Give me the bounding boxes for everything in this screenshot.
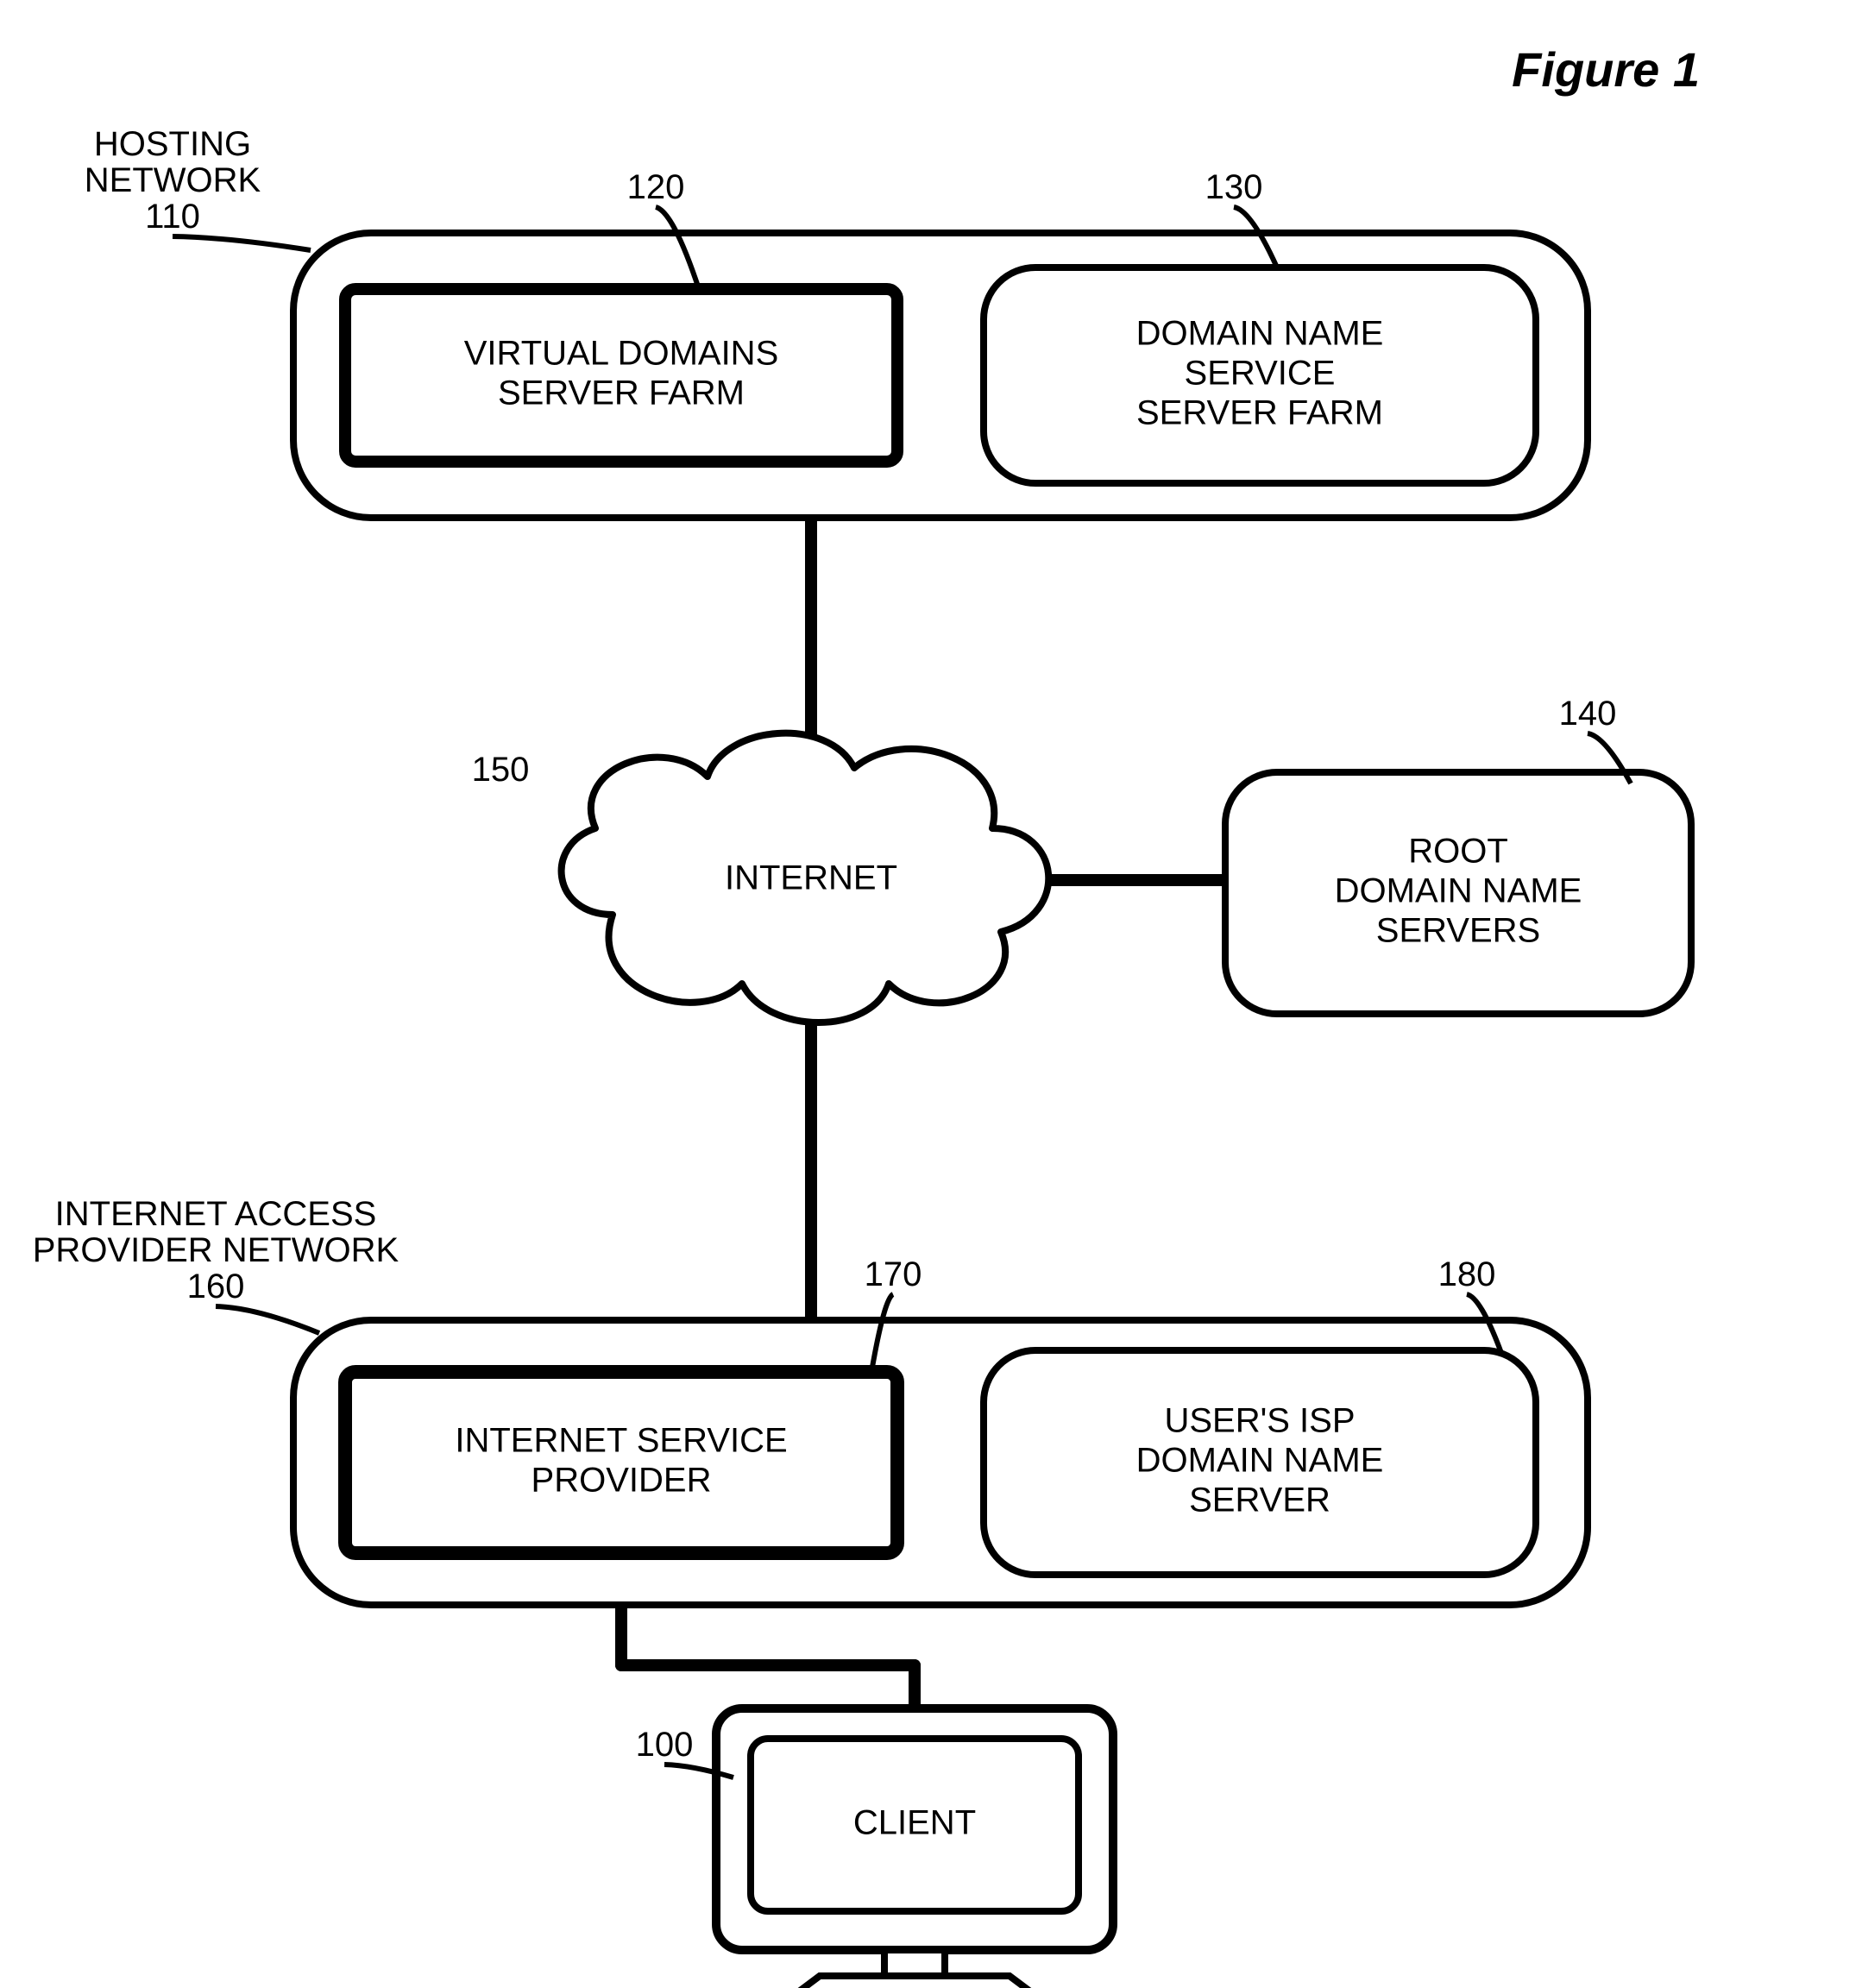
svg-text:SERVERS: SERVERS xyxy=(1376,912,1540,950)
svg-text:DOMAIN NAME: DOMAIN NAME xyxy=(1136,1442,1384,1480)
svg-text:110: 110 xyxy=(145,198,200,236)
svg-text:130: 130 xyxy=(1205,168,1263,206)
svg-text:ROOT: ROOT xyxy=(1408,833,1508,871)
dns-farm-node: DOMAIN NAMESERVICESERVER FARM xyxy=(984,267,1536,483)
ref-label: 130 xyxy=(1205,168,1263,206)
figure-title: Figure 1 xyxy=(1512,42,1700,97)
svg-text:INTERNET ACCESS: INTERNET ACCESS xyxy=(55,1195,377,1233)
svg-text:170: 170 xyxy=(865,1255,922,1293)
svg-text:140: 140 xyxy=(1559,695,1617,733)
ref-label: 120 xyxy=(627,168,685,206)
virtual-domains-node: VIRTUAL DOMAINSSERVER FARM xyxy=(345,289,897,462)
root-dns-node: ROOTDOMAIN NAMESERVERS xyxy=(1225,772,1691,1014)
ref-label: HOSTINGNETWORK110 xyxy=(85,125,261,236)
client-node: CLIENT xyxy=(716,1708,1113,1988)
ref-label: 100 xyxy=(636,1726,694,1764)
svg-text:SERVER FARM: SERVER FARM xyxy=(498,374,745,412)
svg-text:CLIENT: CLIENT xyxy=(853,1804,976,1842)
svg-text:INTERNET: INTERNET xyxy=(725,859,897,897)
svg-text:HOSTING: HOSTING xyxy=(94,125,251,163)
svg-text:NETWORK: NETWORK xyxy=(85,161,261,199)
ref-label: 140 xyxy=(1559,695,1617,733)
ref-label: 150 xyxy=(472,751,530,789)
internet-cloud-node: INTERNET xyxy=(562,733,1049,1022)
svg-text:160: 160 xyxy=(187,1268,245,1305)
svg-text:INTERNET SERVICE: INTERNET SERVICE xyxy=(455,1422,787,1460)
ref-label: 170 xyxy=(865,1255,922,1293)
svg-text:100: 100 xyxy=(636,1726,694,1764)
svg-text:PROVIDER: PROVIDER xyxy=(532,1462,712,1500)
svg-text:PROVIDER NETWORK: PROVIDER NETWORK xyxy=(33,1231,399,1269)
svg-text:DOMAIN NAME: DOMAIN NAME xyxy=(1335,872,1582,910)
svg-text:120: 120 xyxy=(627,168,685,206)
nodes: VIRTUAL DOMAINSSERVER FARMDOMAIN NAMESER… xyxy=(293,233,1691,1988)
svg-text:VIRTUAL DOMAINS: VIRTUAL DOMAINS xyxy=(464,335,779,373)
ref-label: 180 xyxy=(1438,1255,1496,1293)
svg-text:SERVER FARM: SERVER FARM xyxy=(1136,394,1383,432)
svg-text:180: 180 xyxy=(1438,1255,1496,1293)
svg-text:150: 150 xyxy=(472,751,530,789)
user-isp-dns-node: USER'S ISPDOMAIN NAMESERVER xyxy=(984,1350,1536,1575)
svg-text:SERVER: SERVER xyxy=(1189,1482,1330,1519)
svg-text:USER'S ISP: USER'S ISP xyxy=(1164,1402,1355,1440)
ref-label: INTERNET ACCESSPROVIDER NETWORK160 xyxy=(33,1195,399,1305)
isp-node: INTERNET SERVICEPROVIDER xyxy=(345,1372,897,1553)
svg-text:DOMAIN NAME: DOMAIN NAME xyxy=(1136,315,1384,353)
svg-text:SERVICE: SERVICE xyxy=(1185,355,1336,393)
